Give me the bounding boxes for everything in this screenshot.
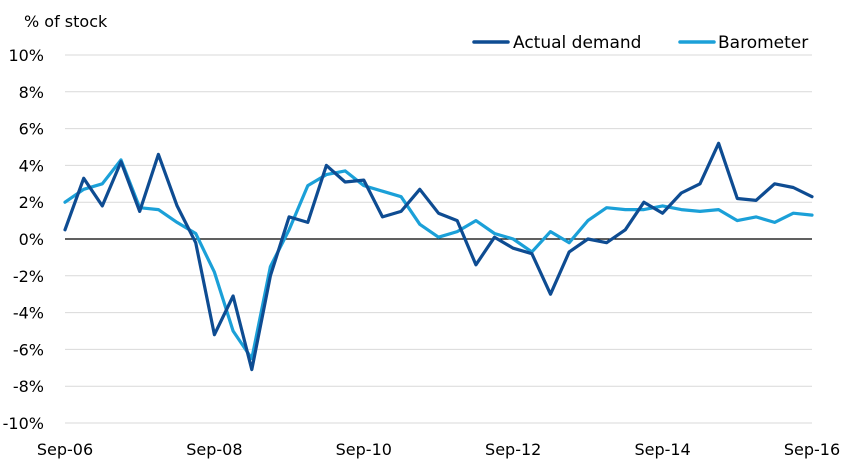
y-tick-label: 2%	[19, 193, 44, 212]
legend-label: Actual demand	[513, 33, 641, 53]
y-tick-label: 0%	[19, 230, 44, 249]
x-tick-label: Sep-12	[485, 440, 541, 459]
x-tick-label: Sep-08	[186, 440, 242, 459]
y-tick-label: -2%	[13, 267, 44, 286]
gridlines	[65, 54, 812, 424]
series-lines	[63, 141, 814, 372]
y-tick-label: -10%	[3, 414, 44, 433]
y-tick-label: 6%	[19, 120, 44, 139]
y-axis-title: % of stock	[24, 12, 108, 31]
y-tick-label: -6%	[13, 340, 44, 359]
series-line-barometer	[63, 158, 814, 361]
y-tick-label: 8%	[19, 83, 44, 102]
y-tick-label: 4%	[19, 156, 44, 175]
x-tick-label: Sep-14	[634, 440, 690, 459]
legend: Actual demand Barometer	[472, 33, 808, 53]
legend-label: Barometer	[718, 33, 808, 53]
x-tick-label: Sep-10	[336, 440, 392, 459]
series-line-actual-demand	[63, 141, 814, 372]
x-tick-label: Sep-16	[784, 440, 840, 459]
x-axis-ticks: Sep-06 Sep-08 Sep-10 Sep-12 Sep-14 Sep-16	[37, 440, 840, 459]
x-tick-label: Sep-06	[37, 440, 93, 459]
y-axis-ticks: 10% 8% 6% 4% 2% 0% -2% -4% -6% -8% -10%	[3, 46, 44, 433]
y-tick-label: -4%	[13, 304, 44, 323]
y-tick-label: -8%	[13, 377, 44, 396]
y-tick-label: 10%	[8, 46, 44, 65]
